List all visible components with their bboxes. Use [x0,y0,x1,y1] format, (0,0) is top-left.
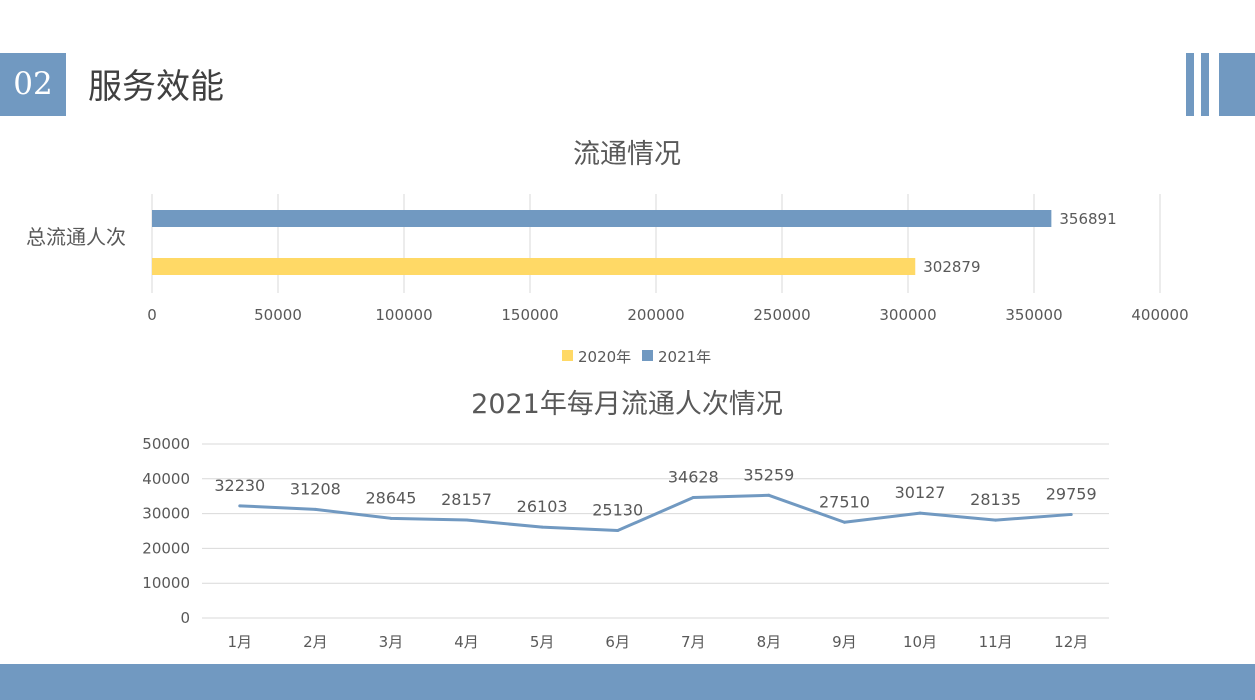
line-point [389,516,393,520]
line-x-tick-label: 8月 [757,633,782,651]
decor-stripe-wide [1219,53,1255,116]
line-data-label: 31208 [290,479,341,498]
line-data-label: 34628 [668,467,719,486]
bar-x-tick-label: 350000 [1005,306,1062,324]
line-point [540,525,544,529]
bar-data-label: 302879 [923,258,980,276]
line-x-tick-label: 3月 [379,633,404,651]
bar-x-tick-label: 250000 [753,306,810,324]
bar-x-tick-label: 100000 [375,306,432,324]
line-y-tick-label: 30000 [142,505,190,523]
line-x-tick-label: 10月 [903,633,937,651]
line-data-label: 25130 [592,501,643,520]
section-number-badge: 02 [0,53,66,116]
line-chart-title: 2021年每月流通人次情况 [471,389,783,420]
decor-stripe-thin-2 [1201,53,1209,116]
line-x-tick-label: 7月 [681,633,706,651]
line-data-label: 29759 [1046,484,1097,503]
line-data-label: 35259 [743,465,794,484]
line-y-tick-label: 40000 [142,470,190,488]
legend-label-2020: 2020年 [578,348,631,366]
line-series-2021 [239,493,1072,533]
line-y-tick-label: 0 [180,609,190,627]
bar-x-tick-label: 0 [147,306,157,324]
line-data-label: 28645 [366,488,417,507]
bar-data-label: 356891 [1059,210,1116,228]
line-data-label: 32230 [214,476,265,495]
bar-x-tick-label: 150000 [501,306,558,324]
bar-x-tick-label: 300000 [879,306,936,324]
line-data-label: 27510 [819,492,870,511]
bar-chart-title: 流通情况 [573,139,681,170]
line-point [842,520,846,524]
line-point [767,493,771,497]
line-point [616,529,620,533]
bar-chart: 流通情况 0 50000 100000 150000 200000 250000 30000… [26,139,1189,366]
line-data-label: 28157 [441,490,492,509]
line-x-tick-label: 6月 [605,633,630,651]
decor-stripe-thin-1 [1186,53,1194,116]
line-x-tick-label: 11月 [979,633,1013,651]
line-data-label: 28135 [970,490,1021,509]
line-chart-series [238,493,1073,533]
line-data-label: 26103 [517,497,568,516]
bar-chart-bars: 356891 302879 [152,210,1117,276]
bar-2021 [152,210,1052,227]
bar-chart-gridlines [151,194,1161,293]
line-y-tick-label: 20000 [142,539,190,557]
bar-category-label: 总流通人次 [26,225,126,249]
line-point [918,511,922,515]
bar-x-tick-label: 200000 [627,306,684,324]
line-x-tick-label: 1月 [228,633,253,651]
legend-label-2021: 2021年 [658,348,711,366]
footer-bar [0,664,1255,700]
bar-x-tick-label: 50000 [254,306,302,324]
legend-swatch-2021 [642,350,653,361]
line-x-tick-label: 2月 [303,633,328,651]
line-chart-data-labels: 32230 31208 28645 28157 26103 25130 34628 35259… [214,465,1096,519]
line-point [691,495,695,499]
line-y-tick-label: 10000 [142,574,190,592]
section-title: 服务效能 [88,67,224,107]
line-chart-y-ticks: 0 10000 20000 30000 40000 50000 [142,435,190,627]
line-chart: 2021年每月流通人次情况 0 10000 20000 30000 40000 50000… [142,389,1109,651]
bar-x-tick-label: 400000 [1131,306,1188,324]
line-x-tick-label: 4月 [454,633,479,651]
line-point [238,504,242,508]
line-x-tick-label: 5月 [530,633,555,651]
line-x-tick-label: 9月 [832,633,857,651]
legend-swatch-2020 [562,350,573,361]
line-chart-gridlines [202,443,1109,619]
line-x-tick-label: 12月 [1054,633,1088,651]
line-point [1069,512,1073,516]
line-chart-x-ticks: 1月 2月 3月 4月 5月 6月 7月 8月 9月 10月 11月 12月 [228,633,1089,651]
line-y-tick-label: 50000 [142,435,190,453]
line-point [313,507,317,511]
line-data-label: 30127 [895,483,946,502]
line-point [994,518,998,522]
bar-2020 [152,258,916,275]
bar-chart-x-ticks: 0 50000 100000 150000 200000 250000 300000 3500… [147,306,1188,324]
bar-chart-legend: 2020年 2021年 [562,348,711,366]
line-point [465,518,469,522]
